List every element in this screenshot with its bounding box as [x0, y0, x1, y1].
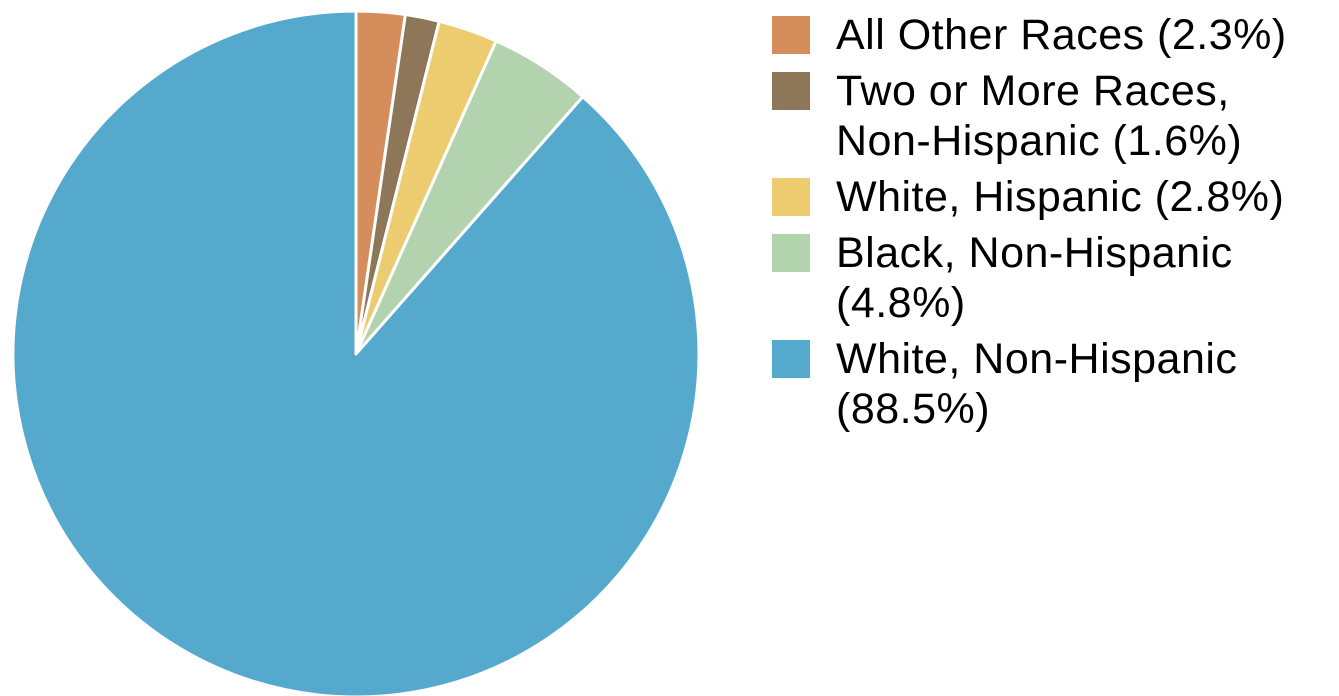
pie-plot-area [11, 9, 701, 696]
legend-swatch [772, 178, 810, 216]
legend-swatch [772, 340, 810, 378]
legend-item: All Other Races (2.3%) [772, 10, 1332, 60]
legend-label: Two or More Races, Non-Hispanic (1.6%) [836, 67, 1243, 165]
legend-item: White, Non-Hispanic (88.5%) [772, 334, 1332, 434]
legend-swatch [772, 234, 810, 272]
legend-item: Two or More Races, Non-Hispanic (1.6%) [772, 66, 1332, 166]
legend: All Other Races (2.3%) Two or More Races,… [772, 10, 1332, 440]
pie-slice-5 [11, 9, 701, 696]
legend-label: All Other Races (2.3%) [836, 11, 1287, 59]
legend-item: Black, Non-Hispanic (4.8%) [772, 228, 1332, 328]
legend-item: White, Hispanic (2.8%) [772, 172, 1332, 222]
legend-label: White, Hispanic (2.8%) [836, 173, 1285, 221]
legend-swatch [772, 72, 810, 110]
legend-label: White, Non-Hispanic (88.5%) [836, 335, 1238, 433]
legend-label: Black, Non-Hispanic (4.8%) [836, 229, 1233, 327]
legend-swatch [772, 16, 810, 54]
